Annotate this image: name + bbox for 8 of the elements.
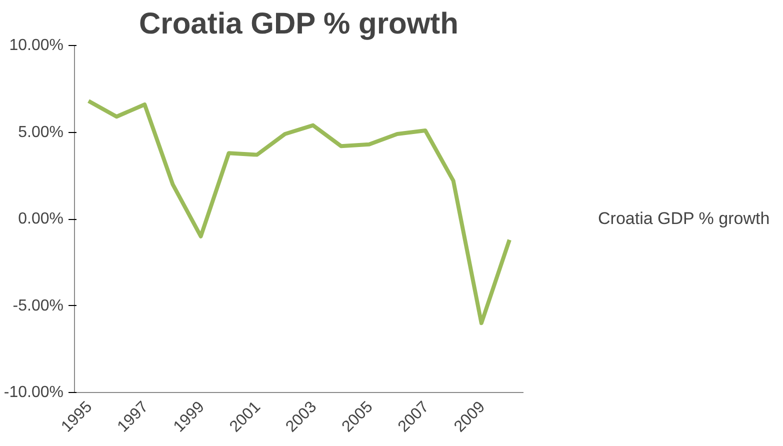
y-tick-label: 0.00% (18, 210, 64, 228)
y-tick-label: -5.00% (12, 297, 64, 314)
chart-title: Croatia GDP % growth (138, 8, 458, 40)
text: Croatia GDP % growth (598, 208, 770, 228)
y-tick-label: 5.00% (18, 124, 64, 141)
y-tick-label: -10.00% (4, 384, 64, 401)
line-series (86, 99, 512, 326)
y-tick-label: 10.00% (9, 37, 64, 54)
